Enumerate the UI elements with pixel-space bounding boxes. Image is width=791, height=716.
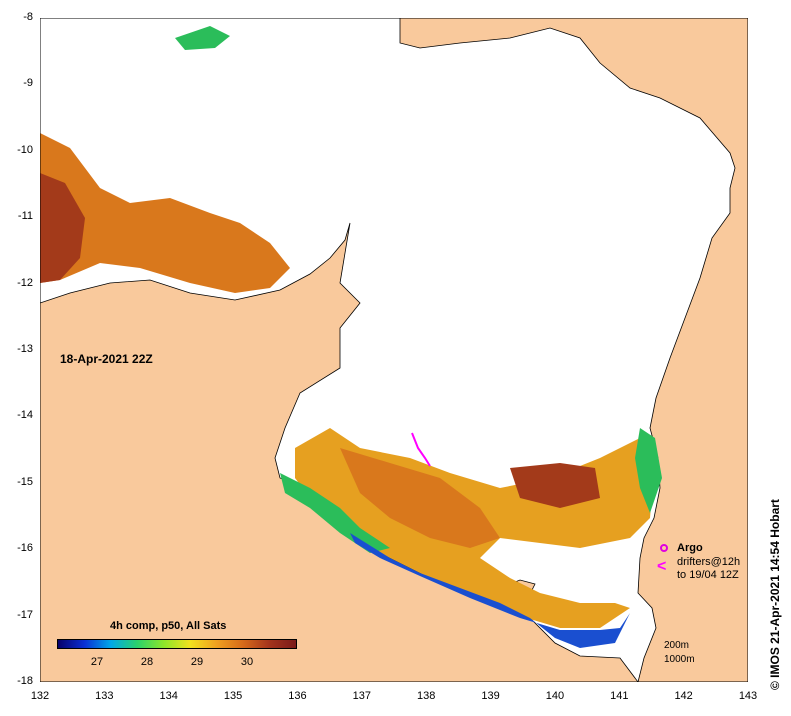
depth-1000-label: 1000m — [664, 654, 695, 665]
y-tick-label: -14 — [17, 409, 33, 422]
y-tick-label: -17 — [17, 608, 33, 621]
y-tick-label: -15 — [17, 475, 33, 488]
x-tick-label: 133 — [95, 690, 114, 702]
drifter-arrow-icon: < — [657, 558, 667, 575]
sst-gulf-hot — [510, 463, 600, 508]
colorbar-tick-label: 30 — [240, 656, 254, 668]
land-cape-york — [399, 18, 748, 682]
y-tick-label: -13 — [17, 343, 33, 355]
land-top-end — [40, 222, 639, 682]
imos-credit: © IMOS 21-Apr-2021 14:54 Hobart — [768, 499, 782, 690]
x-tick-label: 141 — [610, 690, 629, 702]
y-tick-label: -16 — [17, 542, 33, 555]
y-tick-label: -11 — [17, 210, 33, 223]
x-tick-label: 134 — [159, 690, 178, 702]
sst-gulf-warm — [340, 448, 500, 548]
x-tick-label: 143 — [738, 690, 758, 702]
sst-north-west — [40, 133, 290, 293]
colorbar-tick-label: 27 — [90, 656, 104, 668]
y-tick-label: -12 — [17, 276, 33, 289]
composite-date-label: 18-Apr-2021 22Z — [60, 352, 153, 366]
sst-colorbar — [57, 639, 297, 649]
drifters-label: drifters@12h — [677, 556, 741, 568]
drifter-track — [411, 432, 431, 467]
x-tick-label: 135 — [223, 690, 243, 702]
x-tick-label: 136 — [288, 690, 307, 702]
y-tick-label: -8 — [23, 11, 33, 23]
colorbar-tick-label: 29 — [190, 656, 204, 668]
argo-label: Argo — [677, 542, 703, 554]
drifters-date-label: to 19/04 12Z — [677, 569, 739, 581]
x-tick-label: 137 — [352, 690, 371, 702]
colorbar-title: 4h comp, p50, All Sats — [110, 620, 227, 632]
depth-200-label: 200m — [664, 640, 690, 651]
y-tick-label: -18 — [17, 675, 33, 687]
sst-coast-cold — [350, 533, 630, 648]
sst-coast-green — [280, 473, 390, 553]
x-tick-label: 142 — [674, 690, 693, 702]
sst-map[interactable] — [40, 18, 748, 682]
sst-north-west-hot — [40, 173, 85, 283]
sst-east-green — [635, 428, 662, 513]
argo-circle-icon — [660, 544, 668, 552]
sst-north-green — [175, 26, 230, 50]
y-tick-label: -9 — [23, 77, 33, 90]
x-tick-label: 139 — [481, 690, 500, 702]
y-tick-label: -10 — [17, 143, 33, 156]
x-tick-label: 140 — [545, 690, 565, 702]
x-tick-label: 132 — [30, 690, 50, 702]
map-frame — [40, 18, 748, 682]
x-tick-label: 138 — [416, 690, 436, 702]
colorbar-tick-label: 28 — [140, 656, 154, 668]
